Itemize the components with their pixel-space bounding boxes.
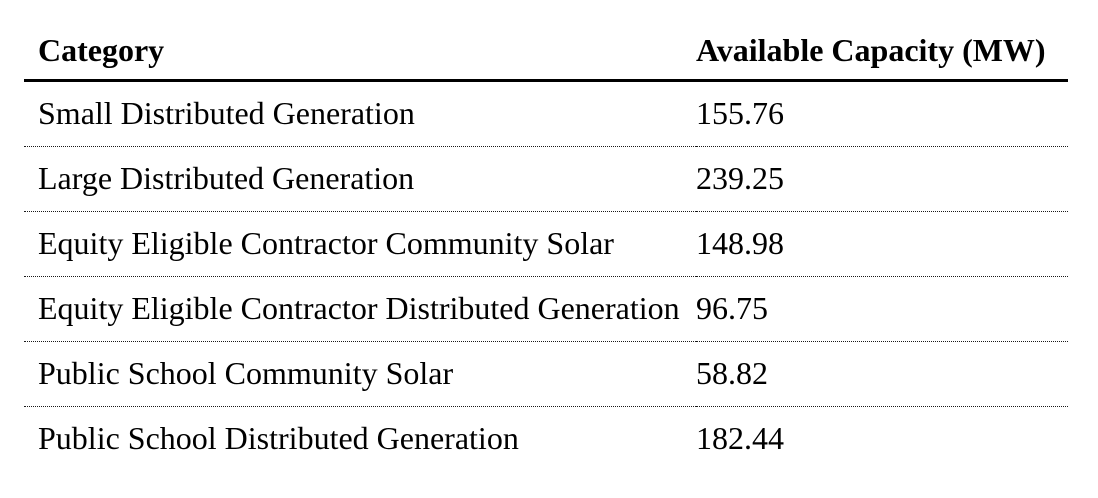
category-cell: Large Distributed Generation (24, 146, 696, 212)
category-cell: Public School Community Solar (24, 341, 696, 407)
column-header-category: Category (24, 18, 696, 82)
table-row: Equity Eligible Contractor Distributed G… (24, 276, 1068, 342)
table-row: Small Distributed Generation 155.76 (24, 80, 1068, 147)
capacity-cell: 58.82 (696, 341, 1068, 407)
category-cell: Public School Distributed Generation (38, 420, 519, 456)
table-row: Public School Community Solar 58.82 (24, 341, 1068, 407)
capacity-cell: 182.44 (696, 420, 784, 456)
capacity-cell: 239.25 (696, 146, 1068, 212)
category-cell: Small Distributed Generation (24, 80, 696, 147)
capacity-cell: 155.76 (696, 80, 1068, 147)
table-row: Large Distributed Generation 239.25 (24, 146, 1068, 212)
capacity-cell: 96.75 (696, 276, 1068, 342)
category-cell: Equity Eligible Contractor Distributed G… (24, 276, 696, 342)
category-cell: Equity Eligible Contractor Community Sol… (24, 211, 696, 277)
column-header-available-capacity: Available Capacity (MW) (696, 18, 1068, 82)
table-row: Equity Eligible Contractor Community Sol… (24, 211, 1068, 277)
table-row: Public School Distributed Generation 182… (24, 407, 1068, 472)
capacity-table: Category Available Capacity (MW) Small D… (24, 18, 1068, 471)
header-row: Category Available Capacity (MW) (24, 18, 1068, 82)
capacity-cell: 148.98 (696, 211, 1068, 277)
